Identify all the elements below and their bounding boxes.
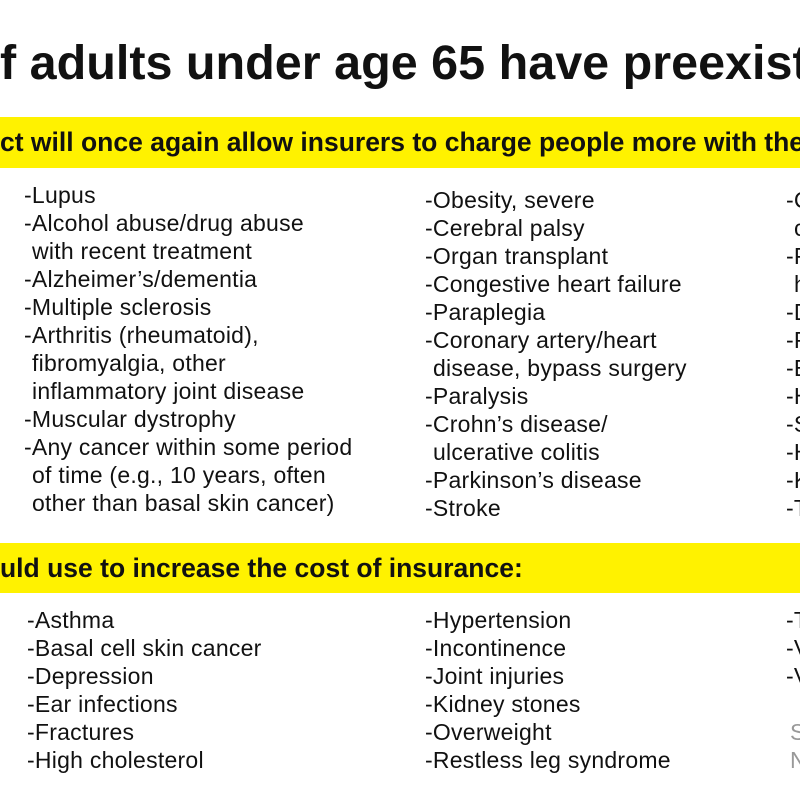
rating-banner: uld use to increase the cost of insuranc…	[0, 543, 800, 593]
rated-conditions-column-3: -T -V -V	[786, 606, 800, 690]
condition-line-continued: inflammatory joint disease	[32, 378, 305, 404]
condition-line: -H	[786, 439, 800, 465]
condition-line: -C	[786, 187, 800, 213]
condition-line-continued: disease, bypass surgery	[433, 355, 687, 381]
condition-line: -Ear infections	[27, 691, 178, 717]
condition-line: -Arthritis (rheumatoid),	[24, 322, 259, 348]
condition-line: -Organ transplant	[425, 243, 609, 269]
declinable-conditions-column-2: -Obesity, severe -Cerebral palsy -Organ …	[425, 186, 780, 522]
declinable-banner: ct will once again allow insurers to cha…	[0, 117, 800, 168]
headline: f adults under age 65 have preexist	[0, 39, 800, 90]
condition-line: -Hypertension	[425, 607, 572, 633]
condition-line-continued: of time (e.g., 10 years, often	[32, 462, 326, 488]
condition-line-continued: other than basal skin cancer)	[32, 490, 335, 516]
condition-line: -Any cancer within some period	[24, 434, 353, 460]
condition-line: -D	[786, 299, 800, 325]
footnote-source: S	[790, 719, 800, 745]
condition-line: -P	[786, 243, 800, 269]
condition-line: -Incontinence	[425, 635, 567, 661]
rating-banner-text: uld use to increase the cost of insuranc…	[0, 553, 523, 583]
condition-line: -Muscular dystrophy	[24, 406, 236, 432]
condition-line: -Congestive heart failure	[425, 271, 682, 297]
condition-line: -T	[786, 607, 800, 633]
condition-line: -Parkinson’s disease	[425, 467, 642, 493]
condition-line: -Depression	[27, 663, 154, 689]
condition-line: -Alzheimer’s/dementia	[24, 266, 258, 292]
condition-line-continued: with recent treatment	[32, 238, 253, 264]
footnote: S N	[790, 718, 800, 774]
condition-line: -Lupus	[24, 182, 96, 208]
condition-line-continued: c	[786, 214, 800, 242]
condition-line-continued: h	[786, 270, 800, 298]
condition-line: -V	[786, 635, 800, 661]
condition-line: -Restless leg syndrome	[425, 747, 671, 773]
condition-line: -High cholesterol	[27, 747, 204, 773]
condition-line: -Basal cell skin cancer	[27, 635, 262, 661]
condition-line: -E	[786, 355, 800, 381]
condition-line: -Coronary artery/heart	[425, 327, 657, 353]
declinable-conditions-column-3: -C c -P h -D -P -E -H -S -H -K -T	[786, 186, 800, 522]
condition-line: -K	[786, 467, 800, 493]
condition-line: -Multiple sclerosis	[24, 294, 212, 320]
condition-line: -P	[786, 327, 800, 353]
condition-line: -Alcohol abuse/drug abuse	[24, 210, 304, 236]
condition-line: -Asthma	[27, 607, 115, 633]
condition-line: -S	[786, 411, 800, 437]
declinable-conditions-column-1: -Lupus -Alcohol abuse/drug abuse with re…	[24, 181, 414, 517]
condition-line: -T	[786, 495, 800, 521]
condition-line: -Kidney stones	[425, 691, 581, 717]
rated-conditions-column-2: -Hypertension -Incontinence -Joint injur…	[425, 606, 780, 774]
rated-conditions-column-1: -Asthma -Basal cell skin cancer -Depress…	[27, 606, 417, 774]
condition-line-continued: fibromyalgia, other	[32, 350, 226, 376]
condition-line: -Paralysis	[425, 383, 529, 409]
condition-line: -Crohn’s disease/	[425, 411, 608, 437]
condition-line: -Fractures	[27, 719, 135, 745]
condition-line: -Overweight	[425, 719, 552, 745]
condition-line: -Joint injuries	[425, 663, 565, 689]
condition-line-continued: ulcerative colitis	[433, 439, 600, 465]
footnote-note: N	[790, 747, 800, 773]
condition-line: -Obesity, severe	[425, 187, 595, 213]
condition-line: -Paraplegia	[425, 299, 546, 325]
condition-line: -V	[786, 663, 800, 689]
condition-line: -Stroke	[425, 495, 501, 521]
declinable-banner-text: ct will once again allow insurers to cha…	[0, 127, 800, 157]
condition-line: -Cerebral palsy	[425, 215, 585, 241]
condition-line: -H	[786, 383, 800, 409]
